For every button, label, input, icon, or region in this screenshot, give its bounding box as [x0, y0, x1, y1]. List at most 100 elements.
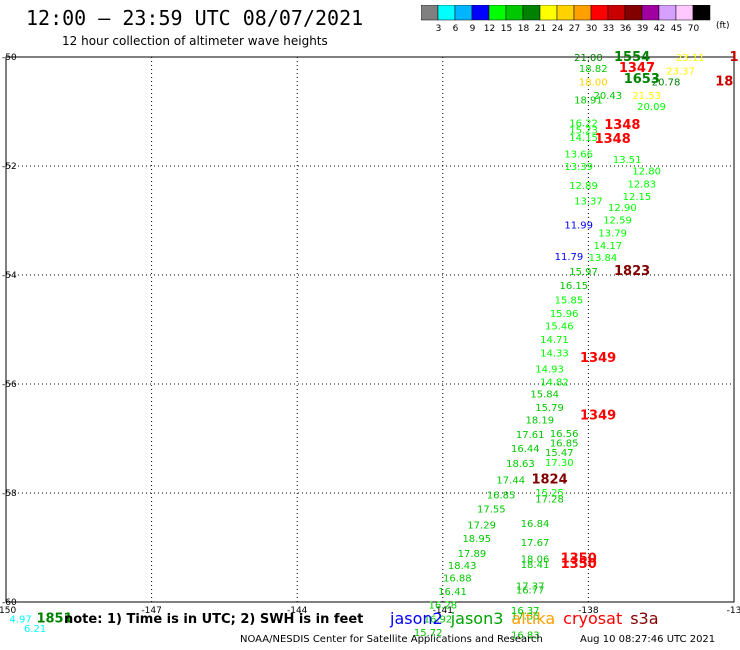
wave-height-label: 21.00	[574, 53, 603, 64]
wave-height-label: 20.09	[637, 102, 666, 113]
satellite-legend: jason2 jason3 altika cryosat s3a	[390, 609, 667, 628]
wave-height-label: 13.37	[574, 196, 603, 207]
wave-height-label: 15.79	[535, 403, 564, 414]
wave-height-label: 16.22	[569, 118, 598, 129]
wave-height-label: 12.15	[623, 192, 652, 203]
wave-height-label: 14.71	[540, 335, 569, 346]
x-tick-label: -150	[0, 606, 16, 616]
pass-time-label: 1	[729, 50, 738, 65]
colorbar-label: 12	[484, 24, 495, 34]
x-tick-label: -147	[141, 606, 161, 616]
wave-height-label: 16.92	[424, 614, 453, 625]
y-tick-label: -54	[2, 271, 17, 281]
wave-height-label: 16.44	[511, 444, 540, 455]
wave-height-label: 15.46	[545, 322, 574, 333]
page-title: 12:00 – 23:59 UTC 08/07/2021	[26, 6, 364, 30]
pass-time-label: 1823	[614, 264, 650, 279]
wave-height-label: 20.78	[652, 78, 681, 89]
y-tick-label: -60	[2, 598, 17, 608]
wave-height-label: 14.17	[593, 241, 622, 252]
wave-height-label: 17.67	[521, 538, 550, 549]
colorbar-label: 9	[470, 24, 476, 34]
wave-height-label: 6.21	[24, 624, 46, 635]
wave-height-label: 13.51	[613, 155, 642, 166]
wave-height-label: 13.79	[598, 228, 627, 239]
wave-height-label: 18.06	[521, 554, 550, 565]
wave-height-label: 4.97	[9, 614, 31, 625]
wave-height-label: 14.93	[535, 365, 564, 376]
wave-height-label: 12.59	[603, 215, 632, 226]
satellite-s3a: s3a	[630, 609, 659, 628]
x-tick-label: -141	[433, 606, 453, 616]
wave-height-label: 15.97	[569, 267, 598, 278]
wave-height-label: 17.61	[516, 430, 545, 441]
wave-height-label: 11.79	[555, 252, 584, 263]
pass-time-label: 1348	[595, 132, 631, 147]
wave-height-label: 18.82	[579, 64, 608, 75]
pass-time-label: 1653	[624, 72, 660, 87]
wave-height-label: 18.91	[574, 96, 603, 107]
wave-height-label: 18.43	[448, 561, 477, 572]
colorbar-label: 6	[453, 24, 459, 34]
colorbar-label: 45	[671, 24, 682, 34]
satellite-jason2: jason2	[390, 609, 443, 628]
wave-height-label: 16.56	[550, 429, 579, 440]
wave-height-label: 20.43	[593, 91, 622, 102]
colorbar-label: 3	[436, 24, 442, 34]
wave-height-label: 11.99	[564, 220, 593, 231]
wave-height-label: 18.41	[521, 560, 550, 571]
wave-height-label: 21.53	[632, 91, 661, 102]
wave-height-label: 16.88	[443, 573, 472, 584]
wave-height-label: 12.83	[627, 179, 656, 190]
pass-time-label: 1851	[36, 611, 72, 626]
wave-height-label: 16.85	[487, 491, 516, 502]
y-tick-label: -56	[2, 380, 17, 390]
footer-credit: NOAA/NESDIS Center for Satellite Applica…	[240, 634, 543, 645]
colorbar-label: 42	[654, 24, 665, 34]
wave-height-label: 18.95	[462, 534, 491, 545]
plot-frame	[5, 56, 735, 603]
footer-timestamp: Aug 10 08:27:46 UTC 2021	[580, 634, 716, 645]
colorbar-label: 70	[688, 24, 700, 34]
wave-height-label: 17.44	[496, 475, 525, 486]
wave-height-label: 17.89	[458, 549, 487, 560]
colorbar-unit: (ft)	[716, 21, 730, 31]
colorbar-legend: 3 6 9 12 15 18 21 24 27 30 33 36 39 42 45 70	[421, 5, 711, 34]
x-tick-label: -144	[287, 606, 308, 616]
wave-height-label: 16.15	[560, 281, 589, 292]
wave-height-label: 16.85	[550, 438, 579, 449]
wave-height-label: 17.29	[467, 521, 496, 532]
wave-height-label: 15.47	[545, 448, 574, 459]
colorbar-label: 18	[518, 24, 530, 34]
colorbar-label: 21	[535, 24, 546, 34]
pass-time-label: 1348	[604, 118, 640, 133]
pass-time-label: 1824	[531, 472, 567, 487]
wave-height-label: 17.55	[477, 504, 506, 515]
pass-time-label: 1347	[619, 61, 655, 76]
satellite-cryosat: cryosat	[563, 609, 623, 628]
satellite-jason3: jason3	[450, 609, 504, 628]
wave-height-label: 17.37	[516, 582, 545, 593]
wave-height-label: 14.33	[540, 348, 569, 359]
wave-height-label: 23.11	[676, 53, 705, 64]
satellite-altika: altika	[511, 609, 556, 628]
wave-height-label: 18.19	[526, 415, 555, 426]
colorbar-label: 36	[620, 24, 632, 34]
wave-height-label: 16.41	[438, 587, 467, 598]
wave-height-label: 18.63	[506, 459, 535, 470]
wave-height-label: 12.90	[608, 203, 637, 214]
y-tick-label: -50	[2, 53, 17, 63]
wave-height-label: 12.89	[569, 181, 598, 192]
pass-time-label: 1349	[580, 409, 616, 424]
colorbar-label: 24	[552, 24, 564, 34]
pass-time-label: 1349	[580, 351, 616, 366]
wave-height-label: 15.72	[414, 628, 443, 639]
wave-height-label: 17.35	[511, 612, 540, 623]
wave-height-label: 13.84	[589, 253, 618, 264]
page-subtitle: 12 hour collection of altimeter wave hei…	[62, 34, 328, 48]
wave-height-label: 14.82	[540, 377, 569, 388]
colorbar-label: 30	[586, 24, 598, 34]
colorbar-label: 15	[501, 24, 512, 34]
colorbar-label: 39	[637, 24, 649, 34]
